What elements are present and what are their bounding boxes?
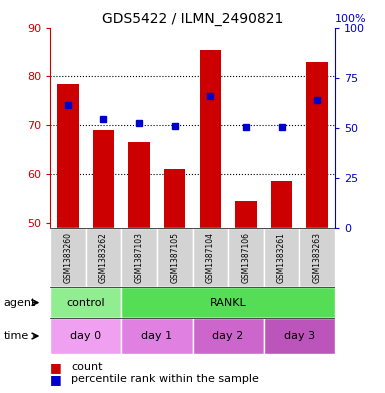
Title: GDS5422 / ILMN_2490821: GDS5422 / ILMN_2490821	[102, 13, 283, 26]
Bar	[235, 201, 257, 228]
Text: day 0: day 0	[70, 331, 101, 341]
Bar	[192, 228, 228, 287]
Bar	[164, 169, 186, 228]
Text: time: time	[4, 331, 29, 341]
Text: 100%: 100%	[335, 13, 367, 24]
Bar	[192, 318, 264, 354]
Bar	[121, 287, 335, 318]
Bar	[85, 228, 121, 287]
Text: GSM1383263: GSM1383263	[313, 232, 321, 283]
Text: agent: agent	[4, 298, 36, 308]
Text: day 2: day 2	[213, 331, 244, 341]
Text: GSM1383261: GSM1383261	[277, 232, 286, 283]
Bar	[121, 228, 157, 287]
Text: GSM1383260: GSM1383260	[64, 232, 72, 283]
Bar	[199, 50, 221, 228]
Bar	[128, 142, 150, 228]
Bar	[121, 318, 192, 354]
Bar	[264, 228, 300, 287]
Bar	[57, 84, 79, 228]
Text: GSM1387103: GSM1387103	[135, 232, 144, 283]
Text: day 1: day 1	[141, 331, 172, 341]
Bar	[50, 318, 121, 354]
Text: day 3: day 3	[284, 331, 315, 341]
Bar	[50, 287, 121, 318]
Text: GSM1387105: GSM1387105	[170, 232, 179, 283]
Bar	[264, 318, 335, 354]
Text: ■: ■	[50, 373, 62, 386]
Text: GSM1387106: GSM1387106	[241, 232, 250, 283]
Text: ■: ■	[50, 361, 62, 374]
Text: control: control	[66, 298, 105, 308]
Bar	[306, 62, 328, 228]
Bar	[157, 228, 192, 287]
Text: percentile rank within the sample: percentile rank within the sample	[71, 374, 259, 384]
Text: GSM1383262: GSM1383262	[99, 232, 108, 283]
Text: RANKL: RANKL	[210, 298, 246, 308]
Bar	[93, 130, 114, 228]
Bar	[50, 228, 85, 287]
Text: count: count	[71, 362, 103, 373]
Bar	[271, 182, 292, 228]
Text: GSM1387104: GSM1387104	[206, 232, 215, 283]
Bar	[228, 228, 264, 287]
Bar	[300, 228, 335, 287]
